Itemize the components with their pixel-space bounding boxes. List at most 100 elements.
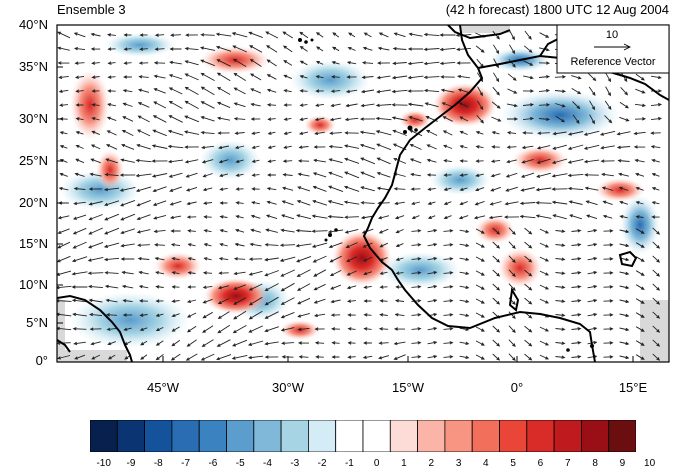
wind-vector-arrow — [119, 173, 136, 177]
wind-vector-arrow — [555, 355, 566, 359]
wind-vector-arrow — [345, 242, 358, 248]
wind-vector-arrow — [314, 327, 325, 331]
wind-vector-arrow — [312, 185, 327, 192]
wind-vector-arrow — [571, 257, 582, 261]
wind-vector-arrow — [105, 144, 118, 150]
wind-vector-arrow — [493, 72, 500, 83]
wind-vector-arrow — [427, 340, 438, 345]
wind-vector-arrow — [247, 340, 264, 346]
wind-vector-arrow — [392, 129, 407, 136]
wind-vector-arrow — [359, 130, 376, 135]
wind-vector-arrow — [298, 355, 309, 359]
wind-vector-arrow — [218, 257, 229, 261]
wind-vector-arrow — [344, 215, 359, 219]
wind-vector-arrow — [249, 58, 262, 67]
wind-vector-arrow — [107, 341, 116, 346]
wind-vector-arrow — [509, 44, 516, 55]
wind-vector-arrow — [524, 269, 533, 277]
wind-vector-arrow — [332, 32, 340, 38]
wind-vector-arrow — [267, 145, 276, 149]
wind-vector-arrow — [539, 228, 550, 234]
wind-vector-arrow — [507, 73, 517, 81]
wind-vector-arrow — [107, 61, 116, 65]
wind-vector-arrow — [90, 341, 101, 346]
wind-vector-arrow — [378, 228, 389, 234]
wind-vector-arrow — [186, 325, 197, 333]
wind-vector-arrow — [490, 186, 501, 192]
wind-vector-arrow — [652, 339, 661, 347]
wind-vector-arrow — [344, 117, 359, 122]
colorbar-swatch — [226, 420, 255, 452]
wind-vector-arrow — [506, 145, 517, 149]
wind-vector-arrow — [282, 31, 294, 39]
wind-vector-arrow — [233, 284, 246, 290]
wind-vector-arrow — [249, 242, 262, 247]
wind-vector-arrow — [651, 215, 660, 219]
colorbar-swatch — [280, 420, 309, 452]
wind-vector-arrow — [295, 243, 312, 248]
wind-vector-arrow — [75, 144, 84, 149]
wind-vector-arrow — [91, 354, 101, 360]
wind-vector-arrow — [587, 312, 598, 317]
wind-vector-arrow — [152, 200, 167, 206]
reference-vector-legend — [556, 24, 670, 74]
wind-vector-arrow — [215, 32, 232, 37]
wind-vector-arrow — [652, 255, 661, 263]
wind-vector-arrow — [152, 115, 167, 123]
wind-vector-arrow — [328, 242, 343, 249]
wind-vector-arrow — [599, 130, 616, 136]
wind-vector-arrow — [344, 171, 360, 179]
wind-vector-arrow — [346, 270, 357, 276]
wind-vector-arrow — [311, 229, 328, 233]
wind-vector-arrow — [652, 227, 661, 235]
wind-vector-arrow — [567, 158, 584, 164]
wind-vector-arrow — [280, 297, 295, 305]
wind-vector-arrow — [330, 299, 341, 304]
wind-vector-arrow — [151, 173, 168, 178]
wind-vector-arrow — [377, 46, 390, 51]
wind-vector-arrow — [136, 199, 151, 207]
wind-vector-arrow — [493, 44, 500, 55]
wind-vector-arrow — [539, 32, 550, 38]
wind-vector-arrow — [89, 312, 102, 317]
wind-vector-arrow — [539, 326, 550, 332]
wind-vector-arrow — [186, 299, 197, 304]
wind-vector-arrow — [329, 255, 342, 263]
wind-vector-arrow — [459, 201, 468, 206]
wind-vector-arrow — [652, 241, 661, 249]
wind-vector-arrow — [604, 115, 613, 124]
wind-vector-arrow — [538, 103, 551, 107]
wind-vector-arrow — [423, 61, 440, 66]
wind-vector-arrow — [376, 143, 392, 151]
wind-vector-arrow — [635, 298, 645, 304]
wind-vector-arrow — [171, 339, 181, 347]
wind-vector-arrow — [168, 115, 183, 123]
wind-vector-arrow — [508, 353, 516, 362]
wind-vector-arrow — [264, 243, 279, 247]
wind-vector-arrow — [330, 103, 341, 108]
wind-vector-arrow — [104, 227, 120, 235]
wind-vector-arrow — [59, 131, 68, 135]
reference-vector-magnitude: 10 — [605, 29, 619, 41]
wind-vector-arrow — [346, 285, 357, 290]
wind-vector-arrow — [603, 229, 614, 233]
wind-vector-arrow — [58, 75, 69, 80]
wind-vector-arrow — [362, 46, 373, 51]
wind-vector-arrow — [635, 88, 646, 94]
wind-vector-arrow — [104, 200, 120, 207]
wind-vector-arrow — [155, 271, 164, 275]
wind-vector-arrow — [137, 243, 150, 247]
wind-vector-arrow — [569, 214, 583, 220]
colorbar-label: 10 — [644, 458, 656, 469]
wind-vector-arrow — [312, 199, 328, 206]
wind-vector-arrow — [88, 201, 103, 206]
wind-vector-arrow — [427, 256, 438, 261]
wind-vector-arrow — [137, 256, 150, 261]
wind-vector-arrow — [555, 229, 566, 233]
wind-vector-arrow — [153, 229, 166, 234]
wind-vector-arrow — [251, 201, 260, 205]
wind-vector-arrow — [283, 145, 292, 149]
wind-vector-arrow — [344, 131, 359, 135]
wind-vector-arrow — [139, 33, 148, 37]
wind-vector-arrow — [360, 157, 376, 165]
